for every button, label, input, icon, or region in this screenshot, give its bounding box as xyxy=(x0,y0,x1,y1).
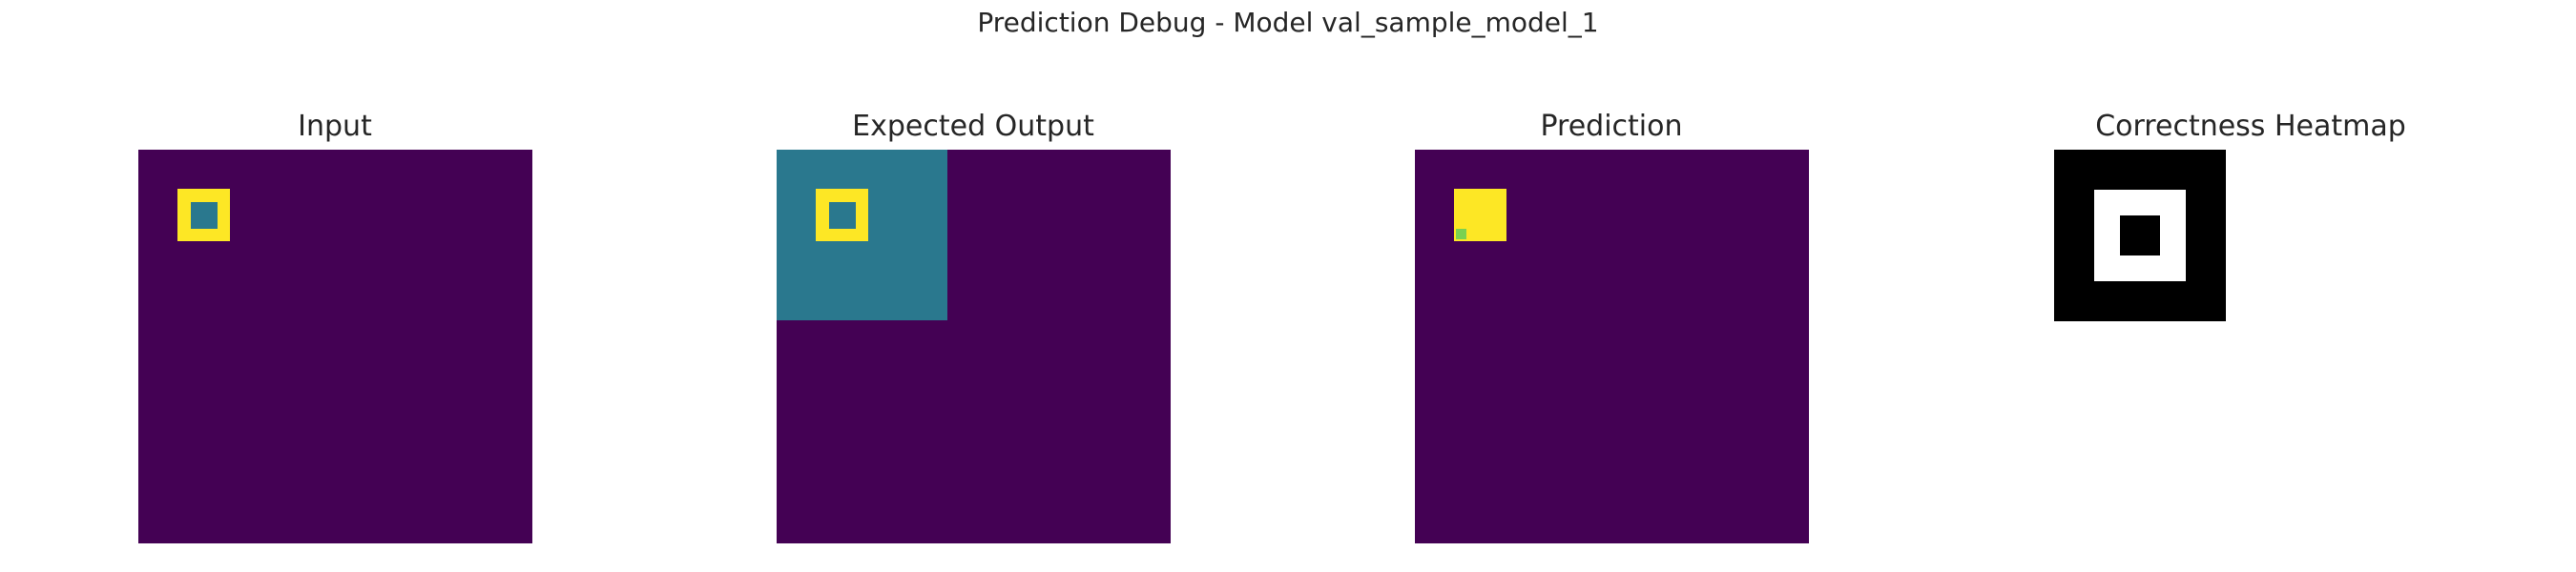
prediction-grid xyxy=(1415,150,1809,543)
input-cell-block-1 xyxy=(191,202,218,229)
panel-title-prediction: Prediction xyxy=(1540,110,1683,143)
panel-title-expected-output: Expected Output xyxy=(852,110,1094,143)
heat-cell-block-1 xyxy=(2120,215,2160,255)
correctness-heatmap-grid xyxy=(2054,150,2226,321)
figure-title: Prediction Debug - Model val_sample_mode… xyxy=(977,7,1599,38)
panel-title-input: Input xyxy=(298,110,372,143)
input-grid xyxy=(138,150,532,543)
expected-cell-block-2 xyxy=(829,202,856,229)
expected-output-grid xyxy=(777,150,1171,543)
panel-title-correctness-heatmap: Correctness Heatmap xyxy=(2095,110,2406,143)
pred-cell-block-1 xyxy=(1455,228,1466,239)
